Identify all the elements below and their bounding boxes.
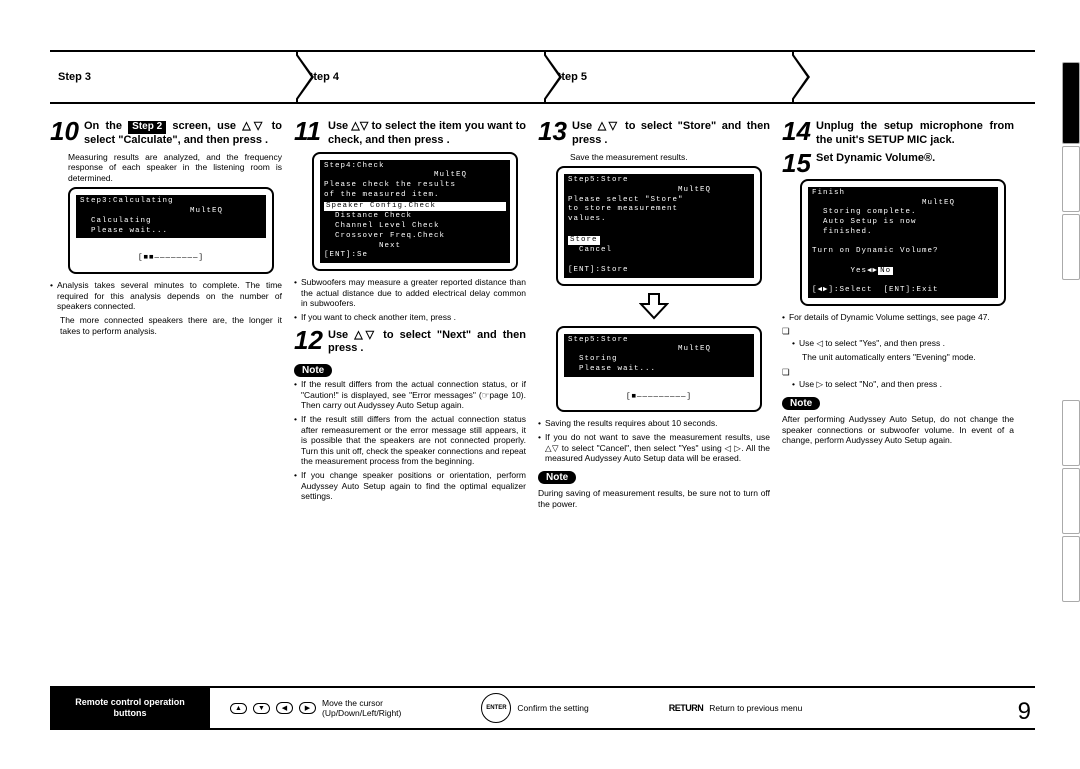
step-10-desc: Measuring results are analyzed, and the …: [68, 152, 282, 184]
step-11-text: Use △▽ to select the item you want to ch…: [328, 120, 526, 148]
remote-control-label: Remote control operation buttons: [50, 688, 210, 728]
step2-chip: Step 2: [128, 121, 166, 134]
step-12-text: Use △▽ to select "Next" and then press .: [328, 329, 526, 357]
check-another-note: If you want to check another item, press…: [294, 312, 526, 323]
confirm-text: Confirm the setting: [517, 703, 588, 713]
note-badge-col4: Note: [782, 397, 820, 410]
step-15-text: Set Dynamic Volume®.: [816, 152, 1014, 166]
step-number-15: 15: [782, 152, 812, 175]
sq1: [782, 326, 1014, 337]
side-tab-4: [1062, 400, 1080, 466]
analysis-note-1: Analysis takes several minutes to comple…: [50, 280, 282, 312]
lcd-check: Step4:Check MultEQ Please check the resu…: [312, 152, 518, 272]
enter-icon: ENTER: [481, 693, 511, 723]
return-button-group: RETURN Return to previous menu: [669, 703, 803, 713]
save-results-text: Save the measurement results.: [570, 152, 770, 163]
left-icon: ◀: [276, 702, 293, 714]
side-tab-6: [1062, 536, 1080, 602]
step-10-text: On the Step 2 screen, use △▽ to select "…: [84, 120, 282, 148]
column-2: 11 Use △▽ to select the item you want to…: [294, 120, 526, 513]
side-tab-active: [1062, 62, 1080, 144]
step-tabs: Step 3 Step 4 Step 5: [50, 50, 1035, 104]
step-5-tab: Step 5: [544, 52, 792, 102]
step-number-11: 11: [294, 120, 324, 143]
lcd-storing: Step5:Store MultEQ Storing Please wait..…: [556, 326, 762, 413]
column-3: 13 Use △▽ to select "Store" and then pre…: [538, 120, 770, 513]
note-badge-col2: Note: [294, 364, 332, 377]
enter-button-group: ENTER Confirm the setting: [481, 693, 588, 723]
side-tab-3: [1062, 214, 1080, 280]
side-tab-5: [1062, 468, 1080, 534]
note2-b1: If the result differs from the actual co…: [294, 379, 526, 411]
saving-note-1: Saving the results requires about 10 sec…: [538, 418, 770, 429]
sq2: [782, 367, 1014, 378]
subwoofer-note: Subwoofers may measure a greater reporte…: [294, 277, 526, 309]
analysis-note-2: The more connected speakers there are, t…: [60, 315, 282, 336]
page-number: 9: [1018, 698, 1031, 726]
cursor-buttons: ▲ ▼ ◀ ▶ Move the cursor (Up/Down/Left/Ri…: [230, 698, 401, 718]
lcd-finish: Finish MultEQ Storing complete. Auto Set…: [800, 179, 1006, 306]
note4-text: After performing Audyssey Auto Setup, do…: [782, 414, 1014, 446]
down-arrow-icon: [538, 292, 770, 322]
cursor-text2: (Up/Down/Left/Right): [322, 708, 401, 718]
step-3-tab: Step 3: [50, 52, 296, 102]
down-icon: ▼: [253, 703, 270, 714]
lcd-calculating: Step3:Calculating MultEQ Calculating Ple…: [68, 187, 274, 274]
step-number-12: 12: [294, 329, 324, 352]
step-14-text: Unplug the setup microphone from the uni…: [816, 120, 1014, 148]
note3-text: During saving of measurement results, be…: [538, 488, 770, 509]
return-icon: RETURN: [669, 703, 704, 713]
side-tab-2: [1062, 146, 1080, 212]
dv-details-note: For details of Dynamic Volume settings, …: [782, 312, 1014, 323]
saving-note-2: If you do not want to save the measureme…: [538, 432, 770, 464]
column-1: 10 On the Step 2 screen, use △▽ to selec…: [50, 120, 282, 513]
step-number-13: 13: [538, 120, 568, 143]
lcd-store-select: Step5:Store MultEQ Please select "Store"…: [556, 166, 762, 286]
step-number-14: 14: [782, 120, 812, 143]
no-instruction: Use ▷ to select "No", and then press .: [792, 379, 1014, 390]
evening-mode-note: The unit automatically enters "Evening" …: [802, 352, 1014, 363]
column-4: 14 Unplug the setup microphone from the …: [782, 120, 1014, 513]
return-text: Return to previous menu: [709, 703, 802, 713]
note2-b2: If the result still differs from the act…: [294, 414, 526, 467]
footer-bar: Remote control operation buttons ▲ ▼ ◀ ▶…: [50, 686, 1035, 730]
cursor-text: Move the cursor: [322, 698, 401, 708]
step-blank: [792, 52, 1035, 102]
step-3-label: Step 3: [58, 71, 91, 83]
step-13-text: Use △▽ to select "Store" and then press …: [572, 120, 770, 148]
yes-instruction: Use ◁ to select "Yes", and then press .: [792, 338, 1014, 349]
up-icon: ▲: [230, 703, 247, 714]
note2-b3: If you change speaker positions or orien…: [294, 470, 526, 502]
side-tabs: [1062, 62, 1080, 604]
note-badge-col3: Note: [538, 471, 576, 484]
step-4-tab: Step 4: [296, 52, 544, 102]
right-icon: ▶: [299, 702, 316, 714]
step-number-10: 10: [50, 120, 80, 143]
